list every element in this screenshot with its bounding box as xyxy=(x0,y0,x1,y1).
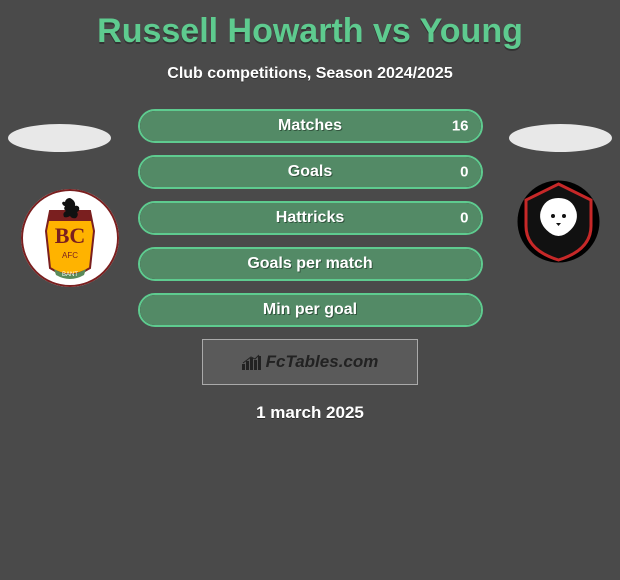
stat-row-goals: Goals 0 xyxy=(138,155,483,189)
subtitle: Club competitions, Season 2024/2025 xyxy=(0,65,620,83)
stat-right-value: 0 xyxy=(460,164,468,181)
left-player-avatar xyxy=(8,124,111,152)
svg-text:BC: BC xyxy=(55,223,86,248)
right-club-badge xyxy=(517,180,600,263)
stat-row-goals-per-match: Goals per match xyxy=(138,247,483,281)
salford-badge-icon xyxy=(517,180,600,263)
left-club-badge: BC AFC BANT xyxy=(20,183,120,293)
bradford-badge-icon: BC AFC BANT xyxy=(20,183,120,293)
stat-right-value: 16 xyxy=(452,118,469,135)
svg-text:AFC: AFC xyxy=(62,251,78,260)
date: 1 march 2025 xyxy=(0,403,620,423)
stats-container: Matches 16 Goals 0 Hattricks 0 Goals per… xyxy=(138,109,483,327)
stat-right-value: 0 xyxy=(460,210,468,227)
stat-label: Goals xyxy=(288,163,332,181)
stat-label: Matches xyxy=(278,117,342,135)
watermark-text: FcTables.com xyxy=(266,352,379,372)
stat-label: Goals per match xyxy=(247,255,372,273)
bar-chart-icon xyxy=(242,354,262,370)
stat-label: Hattricks xyxy=(276,209,344,227)
stat-row-matches: Matches 16 xyxy=(138,109,483,143)
stat-row-min-per-goal: Min per goal xyxy=(138,293,483,327)
stat-row-hattricks: Hattricks 0 xyxy=(138,201,483,235)
svg-text:BANT: BANT xyxy=(62,272,78,278)
stat-label: Min per goal xyxy=(263,301,357,319)
right-player-avatar xyxy=(509,124,612,152)
watermark[interactable]: FcTables.com xyxy=(202,339,418,385)
page-title: Russell Howarth vs Young xyxy=(0,0,620,51)
